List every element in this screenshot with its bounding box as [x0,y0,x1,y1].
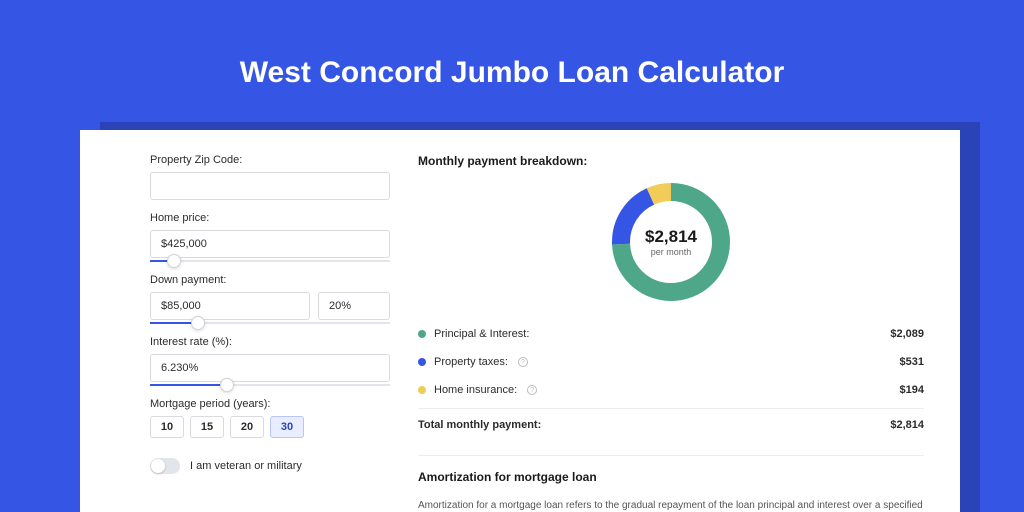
down-payment-slider[interactable] [150,322,390,324]
zip-label: Property Zip Code: [150,154,390,166]
veteran-label: I am veteran or military [190,460,302,472]
amortization-title: Amortization for mortgage loan [418,470,924,484]
form-column: Property Zip Code: Home price: Down paym… [150,154,390,512]
legend-dot [418,386,426,394]
breakdown-label: Property taxes: [434,356,508,368]
donut-total: $2,814 [645,227,697,247]
home-price-label: Home price: [150,212,390,224]
period-option-15[interactable]: 15 [190,416,224,438]
legend-dot [418,330,426,338]
period-option-20[interactable]: 20 [230,416,264,438]
period-option-10[interactable]: 10 [150,416,184,438]
interest-rate-label: Interest rate (%): [150,336,390,348]
total-row: Total monthly payment: $2,814 [418,408,924,439]
mortgage-period-label: Mortgage period (years): [150,398,390,410]
breakdown-row: Home insurance:? $194 [418,376,924,404]
total-label: Total monthly payment: [418,419,541,431]
breakdown-row: Property taxes:? $531 [418,348,924,376]
calculator-card: Property Zip Code: Home price: Down paym… [80,130,960,512]
legend-dot [418,358,426,366]
interest-rate-slider[interactable] [150,384,390,386]
home-price-slider[interactable] [150,260,390,262]
zip-input[interactable] [150,172,390,200]
info-icon[interactable]: ? [518,357,528,367]
down-payment-percent-input[interactable] [318,292,390,320]
total-value: $2,814 [890,419,924,431]
slider-thumb[interactable] [191,316,205,330]
breakdown-label: Home insurance: [434,384,517,396]
breakdown-row: Principal & Interest: $2,089 [418,320,924,348]
period-option-30[interactable]: 30 [270,416,304,438]
amortization-text: Amortization for a mortgage loan refers … [418,498,924,512]
breakdown-value: $194 [900,384,924,396]
payment-donut-chart: $2,814 per month [611,182,731,302]
breakdown-value: $2,089 [890,328,924,340]
breakdown-column: Monthly payment breakdown: $2,814 per mo… [418,154,924,512]
breakdown-title: Monthly payment breakdown: [418,154,924,168]
interest-rate-input[interactable] [150,354,390,382]
slider-thumb[interactable] [220,378,234,392]
down-payment-label: Down payment: [150,274,390,286]
donut-sub: per month [651,247,692,257]
breakdown-value: $531 [900,356,924,368]
mortgage-period-options: 10 15 20 30 [150,416,390,438]
info-icon[interactable]: ? [527,385,537,395]
breakdown-label: Principal & Interest: [434,328,529,340]
down-payment-amount-input[interactable] [150,292,310,320]
page-title: West Concord Jumbo Loan Calculator [0,0,1024,90]
veteran-toggle[interactable] [150,458,180,474]
slider-thumb[interactable] [167,254,181,268]
home-price-input[interactable] [150,230,390,258]
